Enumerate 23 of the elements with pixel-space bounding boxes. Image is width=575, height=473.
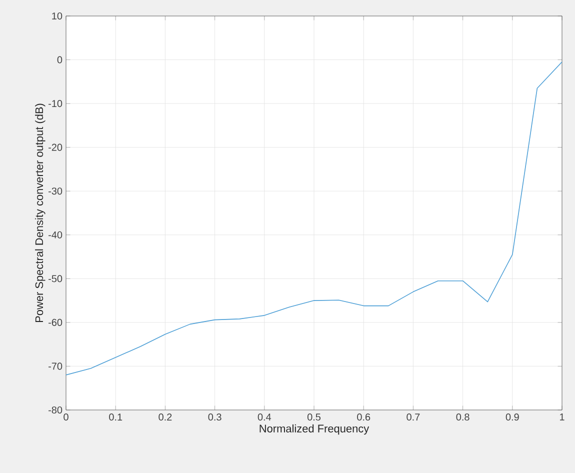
x-tick-label: 1	[560, 414, 564, 420]
y-tick-label: -30	[48, 188, 62, 195]
y-tick-label: -40	[48, 231, 62, 238]
y-tick-label: -50	[48, 275, 62, 282]
x-tick-label: 0.9	[506, 414, 519, 421]
y-axis-title: Power Spectral Density converter output (dB)	[35, 104, 46, 322]
x-tick-label: 0.7	[406, 414, 420, 421]
x-tick-label: 0.4	[258, 414, 272, 421]
y-tick-label: 0	[57, 56, 62, 64]
x-tick-label: 0.8	[456, 414, 470, 421]
x-tick-label: 0.2	[158, 414, 172, 421]
x-axis-title: Normalized Frequency	[260, 424, 370, 435]
y-tick-label: -20	[48, 144, 62, 151]
y-tick-label: -60	[48, 318, 62, 326]
x-tick-label: 0.5	[307, 414, 321, 421]
x-tick-label: 0.6	[357, 414, 370, 421]
y-tick-label: -70	[48, 362, 62, 370]
x-tick-label: 0	[64, 414, 68, 421]
y-tick-label: -80	[48, 406, 62, 414]
y-tick-label: -10	[48, 100, 62, 108]
y-tick-label: 10	[52, 12, 62, 20]
x-tick-label: 0.3	[208, 414, 222, 421]
x-tick-label: 0.1	[109, 414, 122, 421]
